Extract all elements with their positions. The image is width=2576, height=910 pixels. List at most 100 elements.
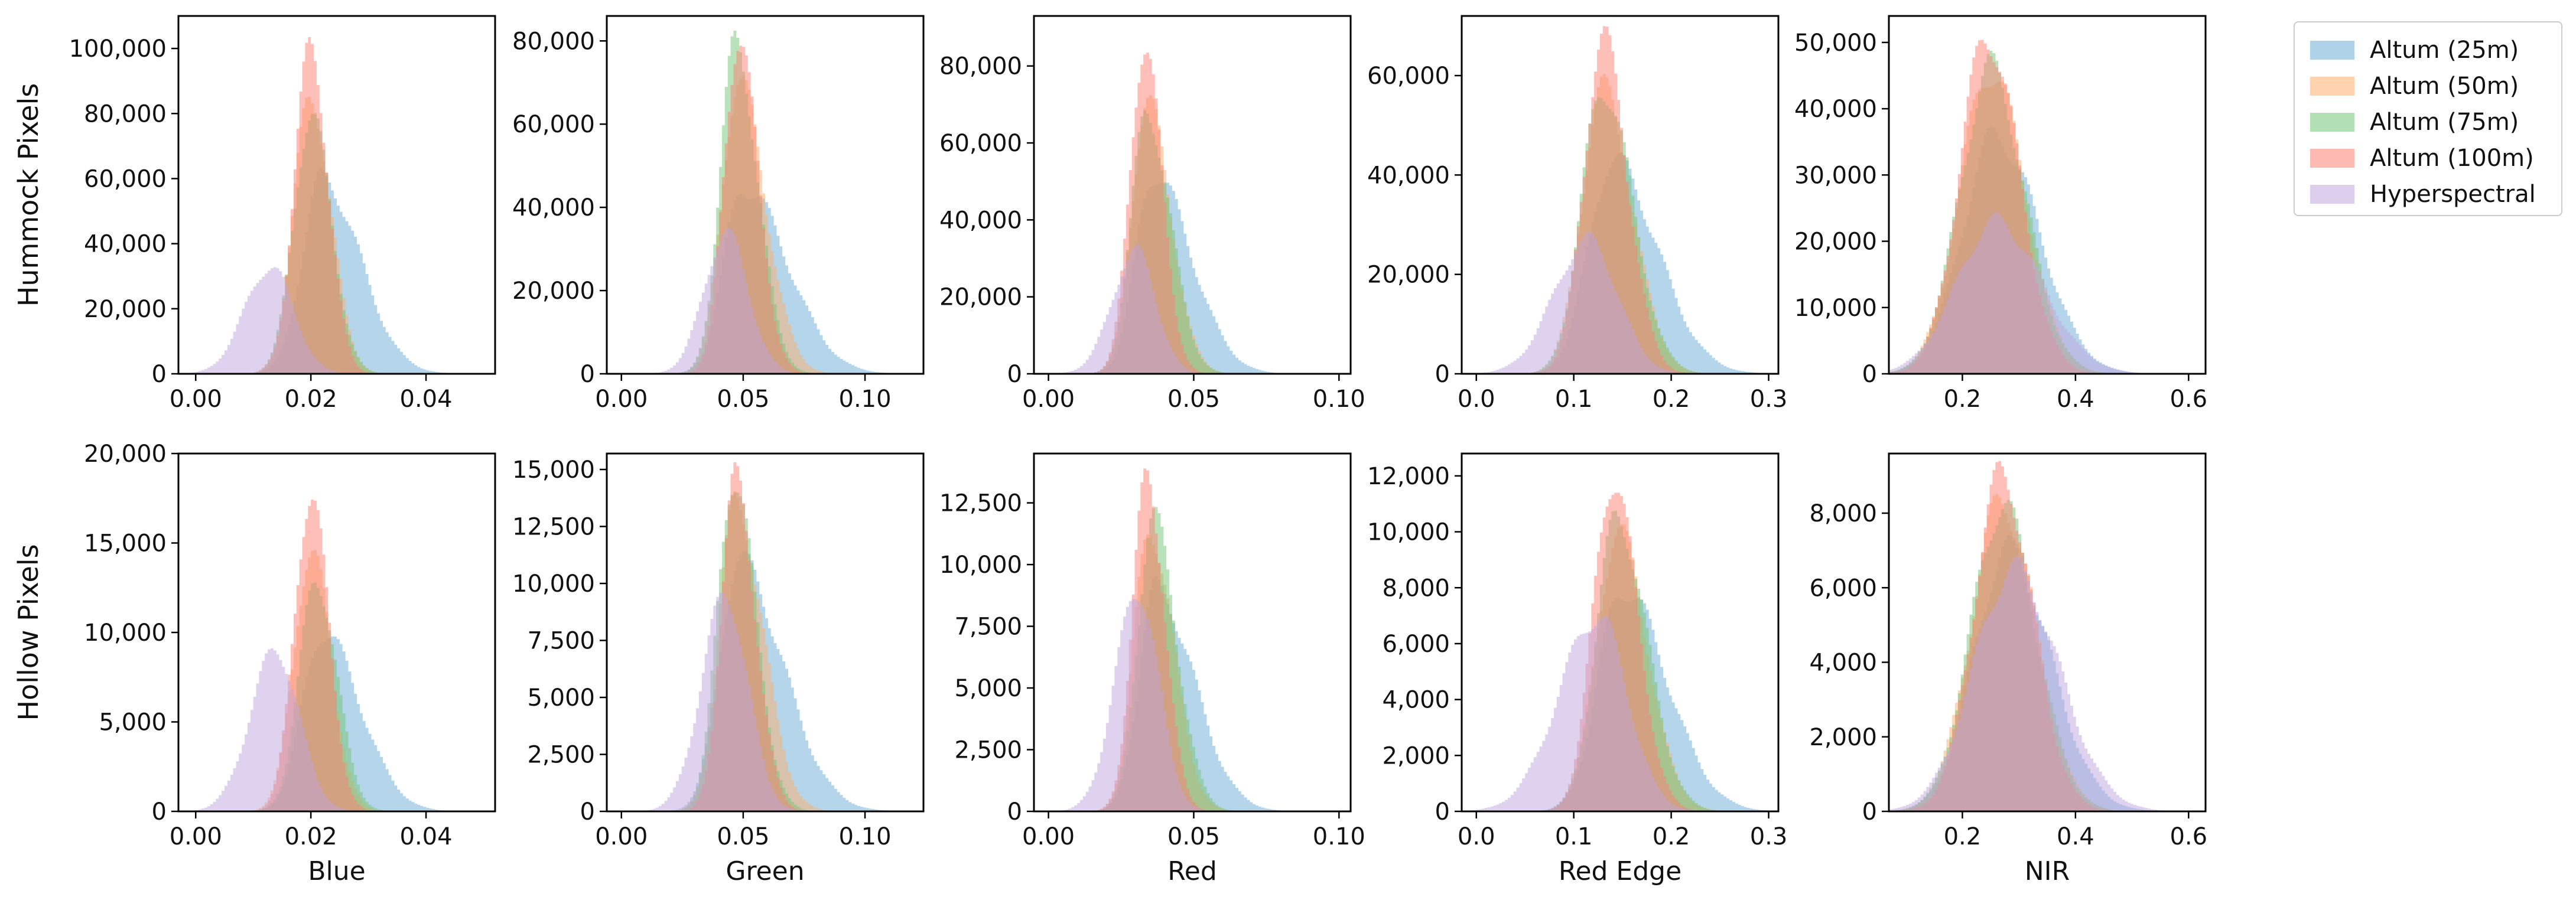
series-hyperspectral [1034, 599, 1351, 811]
series-altum-100m [1462, 492, 1778, 811]
y-tick-label: 0 [580, 361, 595, 388]
x-tick-label: 0.00 [595, 386, 648, 413]
x-tick-label: 0.2 [1653, 823, 1690, 850]
row-label: Hummock Pixels [12, 83, 44, 306]
y-tick-label: 10,000 [84, 619, 167, 647]
axes-frame [177, 15, 496, 375]
y-tick-label: 2,500 [954, 737, 1022, 764]
x-tick-label: 0.4 [2057, 386, 2094, 413]
x-tick-label: 0.00 [170, 823, 222, 850]
legend-label: Altum (100m) [2370, 144, 2534, 172]
series-hyperspectral [178, 267, 495, 374]
legend-swatch [2310, 148, 2354, 168]
y-tick-label: 15,000 [512, 456, 595, 484]
series-hyperspectral [607, 592, 923, 811]
y-tick-label: 20,000 [512, 278, 595, 305]
x-tick-label: 0.4 [2057, 823, 2094, 850]
y-tick-label: 10,000 [512, 570, 595, 598]
x-axis-label: Green [726, 856, 804, 886]
panel-hollow-pixels-blue: 0.00 0.02 0.04 0 5,000 10,000 15,000 20,000 Blue… [12, 441, 496, 886]
series-altum-50m [607, 491, 923, 811]
x-tick-label: 0.00 [1022, 386, 1075, 413]
panel-hollow-pixels-red-edge: 0.0 0.1 0.2 0.3 0 2,000 4,000 6,000 8,000 10,000 1… [1367, 452, 1787, 886]
axes-frame [1033, 452, 1352, 813]
y-tick-label: 8,000 [1809, 500, 1877, 527]
y-tick-label: 50,000 [1794, 30, 1877, 57]
x-tick-label: 0.10 [839, 823, 892, 850]
x-tick-label: 0.00 [1022, 823, 1075, 850]
series-hyperspectral [1889, 212, 2206, 374]
x-axis-label: NIR [2025, 856, 2070, 886]
y-tick-label: 60,000 [1367, 63, 1450, 90]
series-altum-75m [1034, 507, 1351, 811]
axes-frame [1033, 15, 1352, 375]
y-tick-label: 12,500 [512, 514, 595, 541]
y-tick-label: 4,000 [1382, 687, 1450, 714]
series-altum-100m [1462, 26, 1778, 374]
y-tick-label: 5,000 [99, 709, 167, 736]
series-altum-75m [1034, 110, 1351, 374]
y-tick-label: 40,000 [84, 231, 167, 258]
y-tick-label: 2,000 [1809, 724, 1877, 751]
x-tick-label: 0.2 [1653, 386, 1690, 413]
x-tick-label: 0.2 [1944, 823, 1982, 850]
axes-frame [606, 15, 925, 375]
axes-frame [1461, 452, 1780, 813]
legend-item-altum-100m: Altum (100m) [2310, 140, 2555, 176]
y-tick-label: 10,000 [939, 552, 1022, 579]
y-tick-label: 0 [1862, 798, 1877, 826]
legend-swatch [2310, 40, 2354, 60]
panel-hummock-pixels-red-edge: 0.0 0.1 0.2 0.3 0 20,000 40,000 60,000 [1367, 15, 1788, 413]
y-tick-label: 40,000 [512, 194, 595, 221]
x-tick-label: 0.6 [2170, 823, 2207, 850]
legend-item-altum-75m: Altum (75m) [2310, 104, 2555, 140]
x-tick-label: 0.05 [717, 386, 769, 413]
series-hyperspectral [1034, 244, 1351, 374]
y-tick-label: 60,000 [939, 130, 1022, 157]
series-altum-100m [607, 45, 923, 374]
x-tick-label: 0.05 [1167, 386, 1220, 413]
x-axis-label: Blue [308, 856, 365, 886]
y-tick-label: 80,000 [512, 28, 595, 55]
y-tick-label: 0 [1862, 361, 1877, 388]
x-tick-label: 0.10 [839, 386, 892, 413]
series-altum-25m [1034, 182, 1351, 374]
y-tick-label: 20,000 [84, 296, 167, 323]
x-tick-label: 0.00 [170, 386, 222, 413]
x-tick-label: 0.3 [1750, 386, 1788, 413]
y-tick-label: 10,000 [1367, 519, 1450, 546]
legend-item-altum-50m: Altum (50m) [2310, 68, 2555, 104]
x-tick-label: 0.05 [717, 823, 769, 850]
y-tick-label: 5,000 [527, 684, 595, 712]
x-tick-label: 0.1 [1555, 386, 1593, 413]
y-tick-label: 15,000 [84, 530, 167, 557]
legend-item-hyperspectral: Hyperspectral [2310, 176, 2555, 212]
y-tick-label: 7,500 [954, 614, 1022, 641]
y-tick-label: 20,000 [1367, 262, 1450, 289]
x-tick-label: 0.05 [1167, 823, 1220, 850]
y-tick-label: 12,500 [939, 490, 1022, 517]
legend-item-altum-25m: Altum (25m) [2310, 32, 2555, 68]
y-tick-label: 60,000 [512, 111, 595, 138]
legend-label: Altum (50m) [2370, 72, 2519, 100]
y-tick-label: 20,000 [939, 284, 1022, 311]
x-axis-label: Red [1167, 856, 1217, 886]
y-tick-label: 6,000 [1809, 575, 1877, 602]
y-tick-label: 40,000 [939, 207, 1022, 234]
y-tick-label: 0 [1435, 798, 1450, 826]
panel-hollow-pixels-nir: 0.2 0.4 0.6 0 2,000 4,000 6,000 8,000 NIR [1809, 452, 2207, 886]
series-hyperspectral [1462, 231, 1778, 374]
y-tick-label: 80,000 [84, 100, 167, 128]
series-altum-100m [178, 500, 495, 811]
series-hyperspectral [607, 227, 923, 374]
x-axis-label: Red Edge [1559, 856, 1681, 886]
legend-swatch [2310, 76, 2354, 96]
panel-hummock-pixels-green: 0.00 0.05 0.10 0 20,000 40,000 60,000 80,000 [512, 15, 925, 413]
x-tick-label: 0.04 [400, 823, 453, 850]
panel-hummock-pixels-blue: 0.00 0.02 0.04 0 20,000 40,000 60,000 80,000 100… [12, 15, 496, 413]
x-tick-label: 0.10 [1313, 823, 1365, 850]
y-tick-label: 5,000 [954, 675, 1022, 702]
y-tick-label: 30,000 [1794, 162, 1877, 189]
y-tick-label: 40,000 [1367, 162, 1450, 189]
